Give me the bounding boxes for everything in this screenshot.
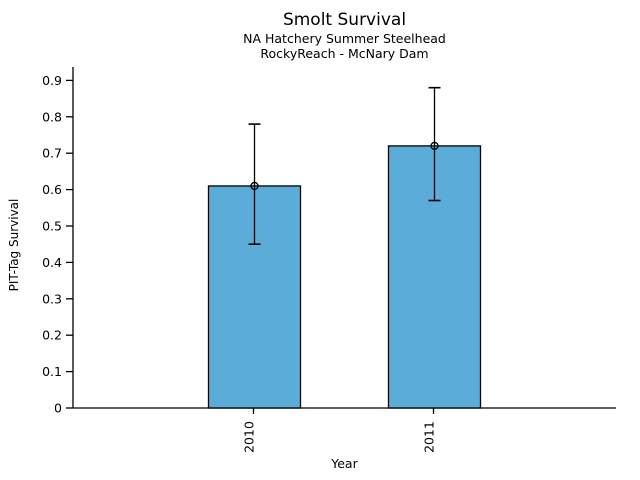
y-tick-label: 0.8 xyxy=(42,109,62,124)
chart-subtitle-line1: NA Hatchery Summer Steelhead xyxy=(243,31,446,46)
x-tick-label-2011: 2011 xyxy=(422,421,437,453)
y-tick-label: 0.3 xyxy=(42,291,62,306)
y-tick-label: 0.7 xyxy=(42,146,62,161)
bar-2010 xyxy=(207,185,302,409)
point-marker-2010 xyxy=(250,181,259,191)
y-tick-label: 0.4 xyxy=(42,255,62,270)
point-marker-2011 xyxy=(430,141,439,151)
y-tick-label: 0.6 xyxy=(42,182,62,197)
chart-subtitle-line2: RockyReach - McNary Dam xyxy=(260,46,429,61)
y-tick-label: 0 xyxy=(54,401,62,416)
y-tick-label: 0.2 xyxy=(42,328,62,343)
chart-title: Smolt Survival xyxy=(282,10,407,30)
x-axis-label: Year xyxy=(331,456,358,471)
y-tick-label: 0.9 xyxy=(42,73,62,88)
y-tick-label: 0.1 xyxy=(42,364,62,379)
y-tick-label: 0.5 xyxy=(42,219,62,234)
x-tick-label-2010: 2010 xyxy=(242,421,257,453)
